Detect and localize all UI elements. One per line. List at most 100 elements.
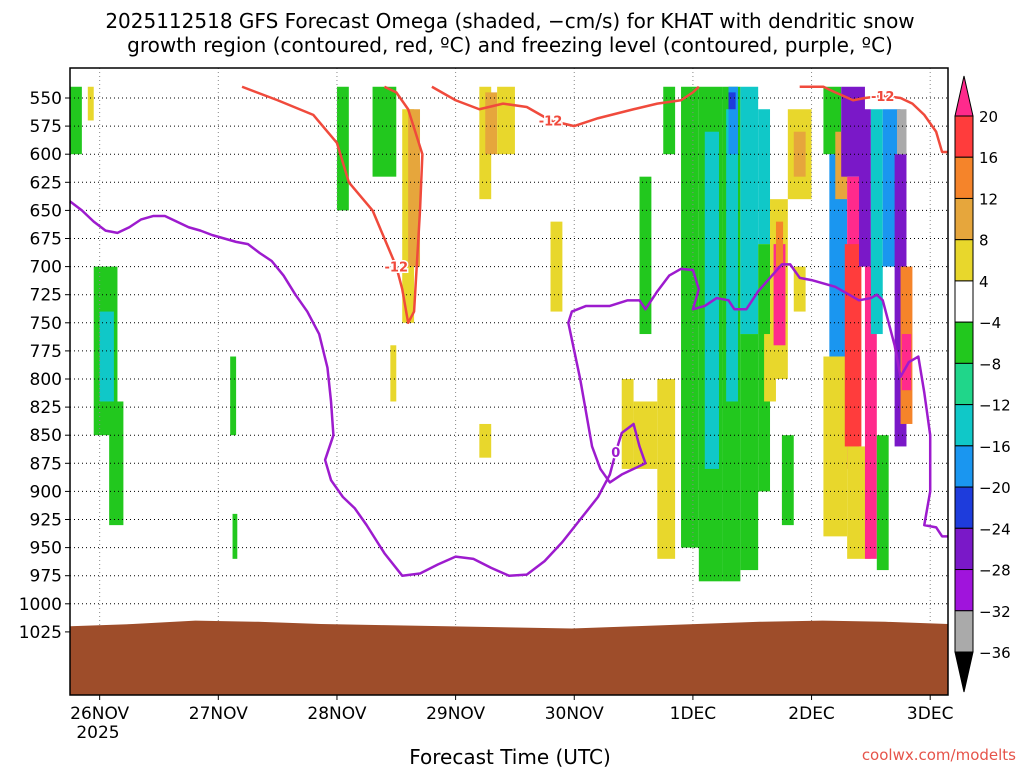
colorbar-label: −8 — [979, 355, 1001, 373]
omega-patch — [870, 109, 883, 335]
y-tick-label: 1025 — [19, 623, 62, 643]
colorbar-swatch — [954, 486, 974, 529]
colorbar-label: −28 — [979, 562, 1011, 580]
omega-patch — [901, 334, 912, 391]
contour-label: -12 — [385, 261, 409, 276]
colorbar-label: −4 — [979, 314, 1001, 332]
y-tick-label: 675 — [30, 230, 62, 250]
omega-patch — [230, 356, 237, 436]
plot-background — [70, 68, 948, 695]
omega-patch — [758, 109, 771, 245]
omega-patch — [485, 92, 498, 155]
omega-patch — [876, 435, 889, 571]
omega-patch — [728, 92, 736, 110]
colorbar-swatch — [954, 156, 974, 199]
colorbar-label: −20 — [979, 479, 1011, 497]
colorbar-label: 20 — [979, 108, 998, 126]
contour-label: -12 — [871, 90, 895, 105]
x-tick-label: 26NOV — [70, 704, 129, 724]
omega-patch — [793, 131, 806, 177]
colorbar-swatch — [954, 404, 974, 447]
omega-patch — [781, 435, 794, 526]
y-tick-label: 625 — [30, 173, 62, 193]
colorbar-swatch — [954, 569, 974, 612]
colorbar-label: 12 — [979, 190, 998, 208]
x-axis-ticks: 26NOV 27NOV 28NOV 29NOV 30NOV 1DEC 2DEC 3DEC — [70, 695, 953, 724]
chart-title-line2: growth region (contoured, red, ºC) and f… — [127, 33, 893, 57]
colorbar-swatch — [954, 362, 974, 406]
y-tick-label: 850 — [30, 426, 62, 446]
x-tick-label: 3DEC — [907, 704, 954, 724]
x-axis-label: Forecast Time (UTC) — [409, 745, 611, 768]
colorbar-swatch — [954, 115, 974, 158]
colorbar-swatch — [954, 280, 974, 323]
plot-border — [69, 67, 949, 696]
contour-label: 0 — [611, 446, 620, 461]
contour-lines: -12 -12 0 -12 — [69, 85, 948, 577]
omega-patch — [726, 109, 738, 402]
ground-fill — [70, 620, 948, 695]
x-axis-sub-label: 2025 — [76, 723, 119, 743]
omega-patch — [829, 154, 848, 357]
omega-patch — [497, 86, 515, 155]
y-tick-label: 775 — [30, 342, 62, 362]
omega-patch — [70, 86, 82, 155]
ground-surface — [70, 620, 948, 695]
y-tick-label: 725 — [30, 286, 62, 306]
omega-patch — [372, 86, 397, 177]
contour-label: -12 — [539, 114, 563, 129]
grid-lines — [70, 68, 948, 695]
x-tick-label: 2DEC — [788, 704, 835, 724]
omega-patch — [479, 423, 492, 458]
colorbar-top-arrow — [954, 75, 974, 117]
omega-shading — [70, 86, 913, 582]
colorbar-label: 16 — [979, 149, 998, 167]
omega-patch — [896, 109, 907, 155]
colorbar-label: 8 — [979, 232, 989, 250]
y-tick-label: 800 — [30, 370, 62, 390]
colorbar-swatch — [954, 197, 974, 241]
y-tick-label: 575 — [30, 117, 62, 137]
y-tick-label: 825 — [30, 398, 62, 418]
omega-patch — [657, 379, 676, 559]
colorbar-label: 4 — [979, 273, 989, 291]
y-tick-label: 600 — [30, 145, 62, 165]
omega-patch — [639, 176, 652, 335]
omega-patch — [408, 109, 421, 267]
y-tick-label: 900 — [30, 482, 62, 502]
omega-patch — [390, 345, 397, 402]
omega-patch — [844, 244, 862, 447]
omega-patch — [793, 266, 806, 312]
colorbar-label: −12 — [979, 397, 1011, 415]
colorbar-swatch — [954, 445, 974, 488]
omega-patch — [633, 401, 658, 469]
x-tick-label: 29NOV — [426, 704, 485, 724]
colorbar-swatch — [954, 527, 974, 571]
x-tick-label: 1DEC — [670, 704, 717, 724]
y-tick-label: 550 — [30, 89, 62, 109]
contour-line — [799, 85, 948, 154]
omega-patch — [859, 109, 871, 267]
colorbar-label: −32 — [979, 603, 1011, 621]
colorbar-swatch — [954, 610, 974, 653]
x-tick-label: 27NOV — [189, 704, 248, 724]
plot-area — [70, 68, 948, 695]
y-tick-label: 750 — [30, 314, 62, 334]
x-tick-label: 30NOV — [545, 704, 604, 724]
colorbar-label: −36 — [979, 644, 1011, 662]
omega-patch — [550, 221, 563, 312]
y-axis-ticks: 550 575 600 625 650 675 700 725 750 775 800 825 850 8… — [19, 89, 70, 643]
omega-patch — [823, 356, 848, 537]
contour-line — [431, 85, 700, 128]
colorbar: 20 16 12 8 4 −4 −8 −12 −16 −20 −24 −28 −32 −36 — [954, 75, 1011, 693]
y-tick-label: 975 — [30, 567, 62, 587]
omega-patch — [740, 334, 759, 571]
colorbar-label: −16 — [979, 438, 1011, 456]
plot-frame — [69, 67, 949, 696]
credit-text: coolwx.com/modelts — [862, 746, 1016, 764]
contour-line — [69, 200, 948, 577]
colorbar-label: −24 — [979, 520, 1011, 538]
omega-patch — [773, 244, 786, 346]
